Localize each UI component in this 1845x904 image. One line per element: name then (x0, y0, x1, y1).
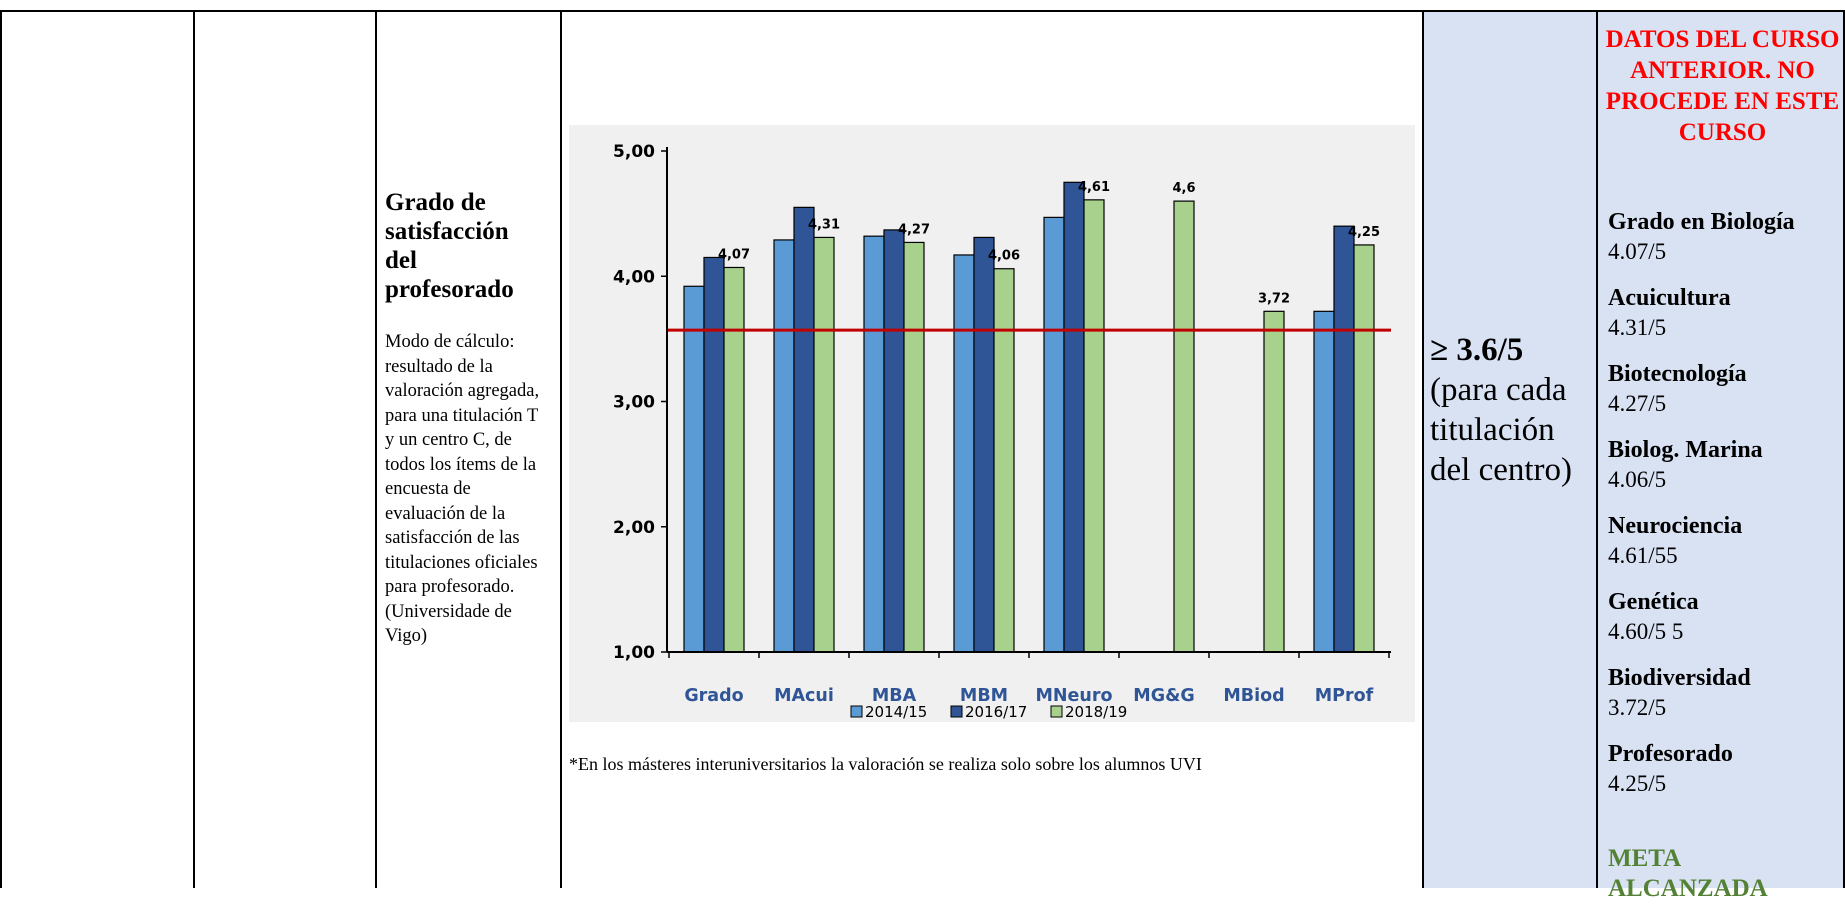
previous-item-name: Grado en Biología (1608, 209, 1795, 235)
data-label: 4,25 (1348, 225, 1380, 240)
bar (793, 206, 815, 653)
previous-item: Grado en Biología 4.07/5 (1608, 208, 1838, 266)
bar (1353, 244, 1375, 653)
bar (813, 236, 835, 653)
target-block: ≥ 3.6/5 (para cada titulación del centro… (1430, 330, 1595, 490)
data-label: 4,06 (988, 249, 1020, 264)
data-label: 4,6 (1172, 181, 1195, 196)
y-tick-label: 5,00 (613, 142, 655, 162)
previous-item-value: 4.27/5 (1608, 391, 1667, 416)
indicator-title: Grado de satisfacción del profesorado (385, 189, 514, 303)
previous-item-name: Biotecnología (1608, 361, 1747, 387)
bar (773, 239, 795, 653)
previous-item: Biodiversidad 3.72/5 (1608, 664, 1838, 722)
category-label: MProf (1315, 686, 1374, 706)
previous-item: Biolog. Marina 4.06/5 (1608, 436, 1838, 494)
category-label: MG&G (1133, 686, 1194, 706)
category-label: MAcui (774, 686, 834, 706)
previous-item: Genética 4.60/5 5 (1608, 588, 1838, 646)
category-label: MBM (960, 686, 1008, 706)
previous-item-name: Profesorado (1608, 741, 1733, 767)
legend-swatch (1050, 705, 1063, 718)
previous-item-value: 3.72/5 (1608, 695, 1667, 720)
previous-item-name: Neurociencia (1608, 513, 1743, 539)
previous-item-value: 4.06/5 (1608, 467, 1667, 492)
data-label: 4,61 (1078, 180, 1110, 195)
empty-column-2 (193, 10, 375, 888)
data-label: 4,07 (718, 247, 750, 262)
previous-item: Neurociencia 4.61/55 (1608, 512, 1838, 570)
previous-data-column: DATOS DEL CURSO ANTERIOR. NO PROCEDE EN … (1596, 10, 1845, 902)
legend-label: 2014/15 (865, 703, 927, 721)
bar (903, 241, 925, 653)
legend-label: 2016/17 (965, 703, 1027, 721)
category-label: MNeuro (1035, 686, 1112, 706)
data-label: 3,72 (1258, 291, 1290, 306)
bar (973, 236, 995, 653)
previous-item-value: 4.25/5 (1608, 771, 1667, 796)
y-tick-label: 4,00 (613, 267, 655, 287)
previous-item-value: 4.07/5 (1608, 239, 1667, 264)
bar (683, 285, 705, 653)
target-column: ≥ 3.6/5 (para cada titulación del centro… (1422, 10, 1596, 888)
empty-column-1 (0, 10, 193, 888)
data-label: 4,31 (808, 217, 840, 232)
bar (1173, 200, 1195, 653)
target-qualifier: (para cada titulación del centro) (1430, 372, 1573, 488)
status-label: META ALCANZADA (1608, 845, 1768, 902)
legend-label: 2018/19 (1065, 703, 1127, 721)
previous-item: Biotecnología 4.27/5 (1608, 360, 1838, 418)
category-label: MBA (872, 686, 917, 706)
footnote: *En los másteres interuniversitarios la … (569, 754, 1202, 774)
chart-column: 4,07 Grado 4,31 MAcui 4,27 MBA 4,06 MBM 4,61 MNeu… (560, 10, 1422, 888)
bar (883, 229, 905, 653)
previous-item: Acuicultura 4.31/5 (1608, 284, 1838, 342)
y-tick-label: 1,00 (613, 643, 655, 663)
bar (1333, 225, 1355, 653)
indicator-column: Grado de satisfacción del profesorado Mo… (375, 10, 560, 888)
y-tick-label: 2,00 (613, 518, 655, 538)
previous-item-value: 4.61/55 (1608, 543, 1678, 568)
bar (993, 268, 1015, 653)
bar (953, 254, 975, 653)
legend-swatch (850, 705, 863, 718)
bar-chart: 4,07 Grado 4,31 MAcui 4,27 MBA 4,06 MBM 4,61 MNeu… (613, 142, 1391, 721)
data-label: 4,27 (898, 222, 930, 237)
previous-item: Profesorado 4.25/5 (1608, 740, 1838, 798)
previous-item-value: 4.31/5 (1608, 315, 1667, 340)
bar (1263, 310, 1285, 653)
bar (1043, 216, 1065, 653)
bar (703, 256, 725, 653)
previous-items: Grado en Biología 4.07/5 Acuicultura 4.31/5… (1608, 208, 1838, 816)
target-value: ≥ 3.6/5 (1430, 332, 1524, 368)
indicator-description: Modo de cálculo: resultado de la valorac… (385, 332, 540, 646)
bar (1063, 181, 1085, 653)
bar (863, 235, 885, 653)
legend-swatch (950, 705, 963, 718)
previous-heading: DATOS DEL CURSO ANTERIOR. NO PROCEDE EN … (1605, 26, 1840, 146)
previous-item-value: 4.60/5 5 (1608, 619, 1684, 644)
previous-item-name: Genética (1608, 589, 1699, 615)
previous-item-name: Biolog. Marina (1608, 437, 1763, 463)
category-label: MBiod (1223, 686, 1284, 706)
bar (723, 266, 745, 653)
category-label: Grado (684, 686, 743, 706)
previous-item-name: Acuicultura (1608, 285, 1731, 311)
previous-item-name: Biodiversidad (1608, 665, 1751, 691)
bar (1313, 310, 1335, 653)
bar (1083, 199, 1105, 653)
y-tick-label: 3,00 (613, 393, 655, 413)
